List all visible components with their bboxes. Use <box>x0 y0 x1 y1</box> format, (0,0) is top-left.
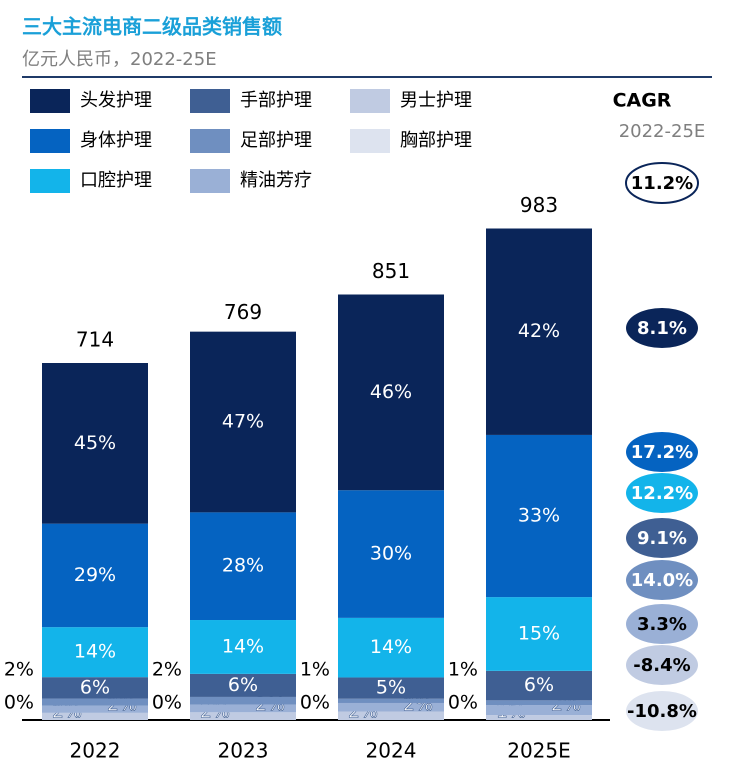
value-label: 14% <box>370 636 412 658</box>
cagr-badge <box>626 518 698 558</box>
bar-segment <box>42 523 148 628</box>
bar-segment <box>190 673 296 697</box>
bar-segment <box>486 705 592 716</box>
x-tick-label: 2025E <box>507 739 571 763</box>
legend-label: 胸部护理 <box>400 130 472 151</box>
bar-segment <box>338 677 444 699</box>
value-label: 1% <box>448 659 478 681</box>
bar-segment <box>42 705 148 713</box>
cagr-badge <box>626 560 698 600</box>
legend-swatch <box>30 89 70 113</box>
value-label: 47% <box>222 411 264 433</box>
bar-segment <box>190 704 296 713</box>
cagr-badge <box>625 162 699 204</box>
cagr-value: 3.3% <box>637 614 687 635</box>
bar-segment <box>338 294 444 491</box>
value-label: 30% <box>370 543 412 565</box>
legend-swatch <box>190 89 230 113</box>
value-label: 6% <box>80 676 110 698</box>
cagr-badge <box>626 645 698 685</box>
value-label: 15% <box>518 622 560 644</box>
bar-segment <box>338 617 444 678</box>
cagr-value: 9.1% <box>637 528 687 549</box>
value-label: 1% <box>300 659 330 681</box>
value-label: 5% <box>376 677 406 699</box>
legend-label: 足部护理 <box>240 130 312 151</box>
legend-label: 精油芳疗 <box>240 170 312 191</box>
cagr-value: 8.1% <box>637 318 687 339</box>
cagr-value: -10.8% <box>627 701 697 722</box>
x-tick-label: 2023 <box>218 739 269 763</box>
value-label: 6% <box>524 674 554 696</box>
cagr-title: CAGR <box>613 90 672 112</box>
value-label: 0% <box>300 692 330 714</box>
cagr-badge <box>626 432 698 472</box>
cagr-subtitle: 2022-25E <box>619 121 706 142</box>
bar-segment <box>338 711 444 720</box>
value-label: 46% <box>370 381 412 403</box>
legend-swatch <box>30 129 70 153</box>
bar-segment <box>338 698 444 703</box>
value-label: 33% <box>518 505 560 527</box>
cagr-value: -8.4% <box>633 655 690 676</box>
bar-segment <box>42 677 148 699</box>
value-label: 0% <box>152 692 182 714</box>
x-tick-label: 2022 <box>70 739 121 763</box>
bar-segment <box>42 698 148 706</box>
bar-segment <box>42 627 148 678</box>
bar-segment <box>190 512 296 621</box>
value-label: 2% <box>152 659 182 681</box>
cagr-badge <box>626 691 698 731</box>
bar-segment <box>486 228 592 435</box>
bar-segment <box>190 696 296 705</box>
cagr-value: 11.2% <box>631 173 693 194</box>
total-label: 983 <box>520 193 558 217</box>
value-label: 6% <box>228 674 258 696</box>
bar-segment <box>486 434 592 598</box>
cagr-badge <box>626 308 698 348</box>
bar-segment <box>486 715 592 720</box>
legend-swatch <box>350 129 390 153</box>
legend-label: 口腔护理 <box>80 170 152 191</box>
value-label: 14% <box>74 641 116 663</box>
value-label: 14% <box>222 635 264 657</box>
bar-segment <box>338 702 444 712</box>
value-label: 45% <box>74 432 116 454</box>
bar-segment <box>486 670 592 701</box>
cagr-value: 14.0% <box>631 570 693 591</box>
value-label: 2% <box>4 659 34 681</box>
cagr-value: 12.2% <box>631 483 693 504</box>
value-label: 0% <box>4 692 34 714</box>
chart-title: 三大主流电商二级品类销售额 <box>22 15 282 39</box>
value-label: 28% <box>222 555 264 577</box>
legend-swatch <box>190 169 230 193</box>
x-tick-label: 2024 <box>366 739 417 763</box>
bar-segment <box>190 620 296 674</box>
total-label: 714 <box>76 328 114 352</box>
legend-swatch <box>350 89 390 113</box>
chart-subtitle: 亿元人民币，2022-25E <box>22 49 217 70</box>
bar-segment <box>486 700 592 706</box>
legend-swatch <box>190 129 230 153</box>
cagr-badge <box>626 604 698 644</box>
legend-label: 男士护理 <box>400 90 472 111</box>
cagr-badge <box>626 473 698 513</box>
value-label: 42% <box>518 320 560 342</box>
value-label: 29% <box>74 564 116 586</box>
total-label: 769 <box>224 300 262 324</box>
bar-segment <box>486 597 592 671</box>
value-label: 0% <box>448 692 478 714</box>
legend-swatch <box>30 169 70 193</box>
total-label: 851 <box>372 259 410 283</box>
bar-segment <box>190 331 296 513</box>
bar-segment <box>42 363 148 524</box>
legend-label: 身体护理 <box>80 130 152 151</box>
legend-label: 手部护理 <box>240 90 312 111</box>
legend-label: 头发护理 <box>80 90 152 111</box>
bar-segment <box>338 490 444 618</box>
bar-segment <box>190 712 296 720</box>
cagr-value: 17.2% <box>631 442 693 463</box>
bar-segment <box>42 712 148 720</box>
